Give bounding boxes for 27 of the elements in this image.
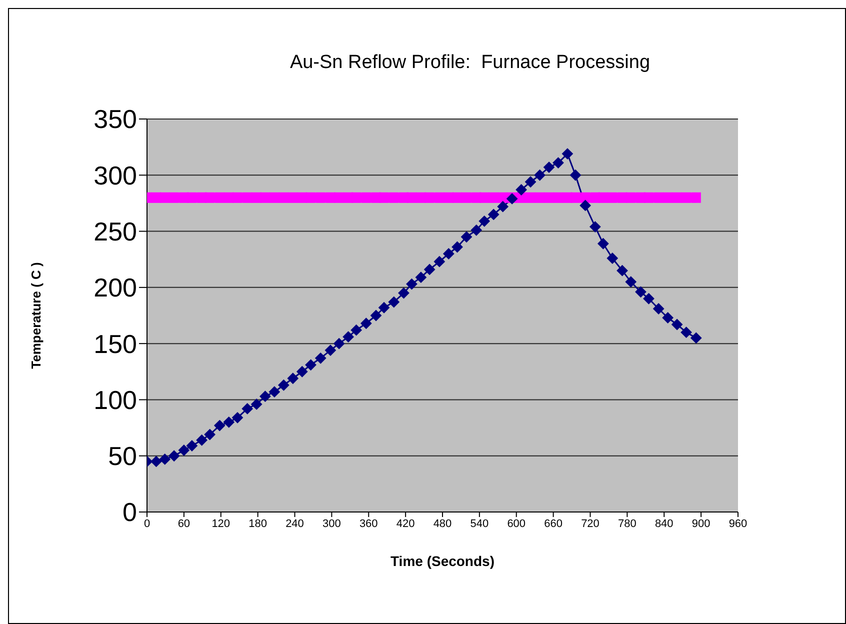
x-tick-label: 420	[396, 518, 415, 530]
y-tick-label: 300	[94, 160, 137, 190]
y-tick-label: 50	[108, 441, 137, 472]
x-axis-title: Time (Seconds)	[390, 553, 494, 569]
chart-title: Au-Sn Reflow Profile: Furnace Processing	[288, 52, 652, 74]
x-tick-label: 660	[544, 518, 562, 530]
x-tick-label: 120	[212, 518, 230, 530]
x-tick-label: 600	[507, 518, 526, 530]
x-tick-label: 180	[248, 518, 267, 530]
x-tick-label: 360	[359, 518, 378, 530]
x-tick-label: 540	[470, 518, 489, 530]
x-tick-label: 480	[433, 518, 452, 530]
x-tick-label: 720	[581, 518, 600, 530]
x-tick-label: 300	[322, 518, 341, 530]
y-tick-label: 250	[94, 216, 137, 247]
y-axis-title: Temperature ( C )	[28, 262, 44, 369]
x-tick-label: 960	[728, 518, 748, 530]
x-tick-label: 0	[144, 518, 150, 530]
y-tick-label: 100	[94, 384, 137, 415]
x-tick-label: 840	[654, 518, 674, 530]
y-tick-label: 350	[94, 104, 137, 134]
x-tick-label: 60	[178, 518, 190, 530]
y-tick-label: 150	[94, 328, 137, 359]
x-tick-label: 240	[286, 518, 304, 530]
x-tick-label: 780	[618, 518, 636, 530]
y-tick-label: 200	[94, 272, 137, 303]
x-tick-label: 900	[692, 518, 710, 530]
